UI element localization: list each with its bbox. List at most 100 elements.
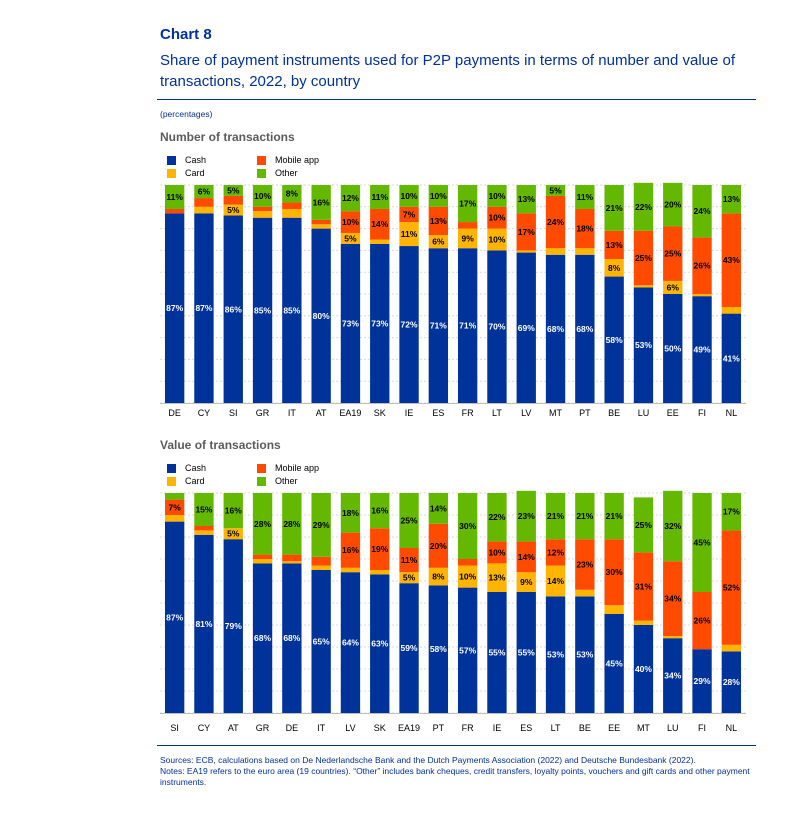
data-label-card-es: 6% xyxy=(432,237,445,247)
bar-other-sk xyxy=(370,185,390,209)
data-label-cash-nl: 41% xyxy=(723,353,740,363)
data-label-other-ie: 22% xyxy=(488,512,505,522)
data-label-cash-lt: 70% xyxy=(488,322,505,332)
data-label-cash-fi: 29% xyxy=(694,676,711,686)
bar-mobile-app-de xyxy=(164,208,185,214)
legend-swatch-cash xyxy=(167,155,176,165)
legend-item-card: Card xyxy=(167,476,205,486)
data-label-mobile-app-ie: 10% xyxy=(488,547,505,557)
unit-label: (percentages) xyxy=(160,109,213,119)
bar-cash-nl xyxy=(721,313,742,403)
bar-other-mt xyxy=(633,497,654,553)
data-label-cash-ee: 45% xyxy=(606,659,623,669)
data-label-cash-de: 68% xyxy=(283,633,300,643)
legend-label-card: Card xyxy=(185,476,205,486)
data-label-cash-ea19: 73% xyxy=(342,318,359,328)
bar-card-sk xyxy=(370,239,390,244)
bar-card-sk xyxy=(370,570,390,575)
panel-title-value: Value of transactions xyxy=(160,438,281,452)
stacked-bar-charts: 87% 11% DE 87% 6% CY 86% 5% 5% SI 85% 10% GR 85% 8% IT 8… xyxy=(160,182,746,733)
x-tick-label-ee: EE xyxy=(608,723,620,733)
bar-cash-ee xyxy=(663,294,683,403)
bar-mobile-app-it xyxy=(311,556,331,566)
x-tick-label-es: ES xyxy=(520,723,532,733)
bar-cash-lu xyxy=(633,287,654,403)
bar-other-pt xyxy=(575,185,595,209)
data-label-other-gr: 10% xyxy=(254,191,271,201)
data-label-card-at: 5% xyxy=(227,529,240,539)
x-tick-label-pt: PT xyxy=(579,408,591,418)
data-label-card-es: 9% xyxy=(520,577,533,587)
data-label-other-cy: 15% xyxy=(195,505,212,515)
data-label-other-ee: 20% xyxy=(664,200,681,210)
data-label-card-ea19: 5% xyxy=(403,573,416,583)
data-label-other-fi: 45% xyxy=(694,538,711,548)
data-label-cash-lu: 53% xyxy=(635,340,652,350)
bar-mobile-app-at xyxy=(311,219,331,225)
data-label-other-at: 16% xyxy=(225,506,242,516)
x-tick-label-fi: FI xyxy=(698,723,706,733)
data-label-cash-si: 86% xyxy=(225,304,242,314)
bar-mobile-app-mt xyxy=(545,195,566,249)
data-label-other-nl: 17% xyxy=(723,507,740,517)
data-label-other-sk: 16% xyxy=(371,506,388,516)
legend-label-other: Other xyxy=(275,168,298,178)
bar-mobile-app-si xyxy=(164,499,185,515)
bar-mobile-app-be xyxy=(575,539,595,590)
bar-cash-lu xyxy=(663,638,683,713)
bar-mobile-app-ie xyxy=(399,206,419,223)
data-label-mobile-app-ee: 30% xyxy=(606,567,623,577)
bar-card-mt xyxy=(545,248,566,255)
bar-cash-ie xyxy=(399,246,419,403)
data-label-cash-sk: 63% xyxy=(371,639,388,649)
x-tick-label-de: DE xyxy=(168,408,181,418)
data-label-card-si: 5% xyxy=(227,205,240,215)
bar-card-gr xyxy=(252,211,273,218)
bar-cash-sk xyxy=(370,243,390,403)
bar-card-at xyxy=(311,224,331,229)
bar-mobile-app-fr xyxy=(457,559,478,566)
bar-other-si xyxy=(164,493,185,500)
bar-cash-es xyxy=(428,248,449,403)
data-label-other-ee: 21% xyxy=(606,511,623,521)
bar-mobile-app-it xyxy=(282,202,302,209)
legend-swatch-card xyxy=(167,476,176,486)
bar-card-fr xyxy=(457,565,478,588)
data-label-mobile-app-nl: 43% xyxy=(723,255,740,265)
bar-cash-cy xyxy=(194,213,214,403)
data-label-other-cy: 6% xyxy=(198,187,211,197)
bar-mobile-app-fi xyxy=(692,592,712,650)
legend-swatch-other xyxy=(257,476,266,486)
data-label-cash-si: 87% xyxy=(166,612,183,622)
data-label-cash-at: 79% xyxy=(225,621,242,631)
x-tick-label-nl: NL xyxy=(726,723,738,733)
data-label-card-ee: 6% xyxy=(667,282,680,292)
bar-other-fi xyxy=(692,185,712,238)
bar-other-de xyxy=(164,185,185,209)
bar-mobile-app-ie xyxy=(487,541,507,564)
bar-other-lu xyxy=(663,490,683,562)
bar-cash-cy xyxy=(194,534,214,713)
data-label-other-lt: 21% xyxy=(547,511,564,521)
bar-mobile-app-lv xyxy=(516,213,536,251)
bar-card-si xyxy=(223,204,243,216)
legend-item-other: Other xyxy=(257,476,298,486)
data-label-other-es: 10% xyxy=(430,191,447,201)
legend-label-mobile-app: Mobile app xyxy=(275,463,320,473)
x-tick-label-gr: GR xyxy=(256,408,270,418)
legend-label-cash: Cash xyxy=(185,155,207,165)
bar-cash-be xyxy=(575,596,595,713)
bar-mobile-app-nl xyxy=(721,530,742,645)
legend-value: Cash Card Mobile app Other xyxy=(167,463,467,489)
data-label-other-lt: 10% xyxy=(488,191,505,201)
legend-swatch-card xyxy=(167,168,176,178)
data-label-other-pt: 11% xyxy=(577,192,594,202)
bar-cash-it xyxy=(282,217,302,403)
bar-cash-ee xyxy=(604,614,624,713)
bar-cash-gr xyxy=(252,563,273,713)
bar-cash-nl xyxy=(721,651,742,713)
bar-cash-pt xyxy=(428,585,449,713)
legend-swatch-cash xyxy=(167,463,176,473)
bar-mobile-app-gr xyxy=(252,206,273,212)
x-tick-label-sk: SK xyxy=(374,408,386,418)
